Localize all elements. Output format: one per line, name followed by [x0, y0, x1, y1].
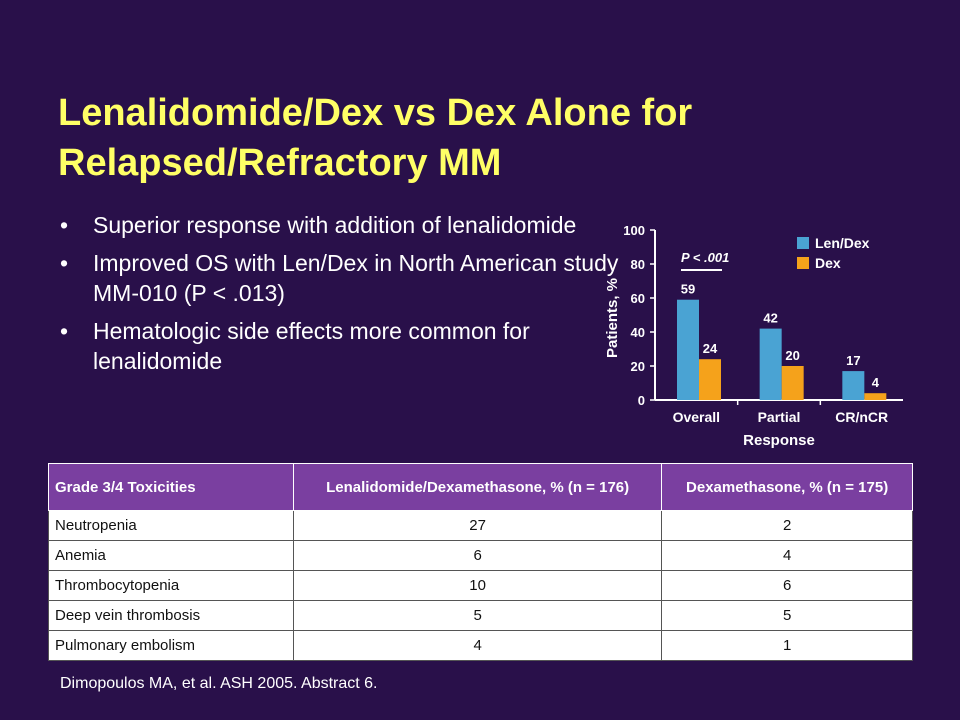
bullet-item: • Superior response with addition of len…: [60, 210, 593, 240]
table-header-row: Grade 3/4 Toxicities Lenalidomide/Dexame…: [48, 463, 913, 511]
x-tick-label: Partial: [758, 409, 801, 425]
table-row: Pulmonary embolism 4 1: [48, 630, 913, 661]
bullet-item: • Improved OS with Len/Dex in North Amer…: [60, 248, 620, 308]
cell-dex: 4: [661, 540, 913, 571]
header-len-dex: Lenalidomide/Dexamethasone, % (n = 176): [292, 463, 663, 511]
bar: [781, 366, 804, 400]
header-toxicity: Grade 3/4 Toxicities: [48, 463, 294, 511]
bullet-marker: •: [60, 212, 69, 238]
cell-toxicity: Pulmonary embolism: [48, 630, 294, 661]
table-row: Thrombocytopenia 10 6: [48, 570, 913, 601]
legend-label: Dex: [815, 255, 841, 271]
p-value-annotation: P < .001: [681, 250, 729, 265]
cell-toxicity: Thrombocytopenia: [48, 570, 294, 601]
bar: [864, 393, 887, 400]
bar-value-label: 4: [872, 375, 880, 390]
bar-value-label: 17: [846, 353, 860, 368]
reference-citation: Dimopoulos MA, et al. ASH 2005. Abstract…: [60, 675, 378, 692]
toxicity-table: Grade 3/4 Toxicities Lenalidomide/Dexame…: [48, 463, 913, 661]
bar: [699, 359, 721, 400]
cell-len-dex: 10: [292, 570, 663, 601]
cell-dex: 2: [661, 510, 913, 541]
bullet-text: Hematologic side effects more common for…: [93, 318, 530, 374]
cell-len-dex: 4: [292, 630, 663, 661]
cell-toxicity: Anemia: [48, 540, 294, 571]
cell-len-dex: 27: [292, 510, 663, 541]
x-tick-label: Overall: [673, 409, 720, 425]
bar: [759, 328, 782, 400]
bar-value-label: 42: [763, 311, 777, 326]
bullet-text: Superior response with addition of lenal…: [93, 212, 577, 238]
header-dex: Dexamethasone, % (n = 175): [661, 463, 913, 511]
legend-swatch: [797, 237, 809, 249]
cell-toxicity: Deep vein thrombosis: [48, 600, 294, 631]
cell-toxicity: Neutropenia: [48, 510, 294, 541]
bullet-marker: •: [60, 318, 69, 344]
bar: [677, 299, 699, 400]
y-tick-label: 80: [631, 257, 645, 272]
bullet-list: • Superior response with addition of len…: [60, 210, 620, 384]
cell-dex: 6: [661, 570, 913, 601]
table-row: Deep vein thrombosis 5 5: [48, 600, 913, 631]
table-row: Neutropenia 27 2: [48, 510, 913, 541]
x-tick-label: CR/nCR: [835, 409, 888, 425]
cell-dex: 5: [661, 600, 913, 631]
cell-len-dex: 6: [292, 540, 663, 571]
y-tick-label: 40: [631, 325, 645, 340]
y-tick-label: 20: [631, 359, 645, 374]
legend-swatch: [797, 257, 809, 269]
y-tick-label: 0: [638, 393, 645, 408]
bar-value-label: 24: [703, 341, 718, 356]
y-tick-label: 60: [631, 291, 645, 306]
cell-len-dex: 5: [292, 600, 663, 631]
bullet-text: Improved OS with Len/Dex in North Americ…: [93, 250, 619, 306]
bullet-item: • Hematologic side effects more common f…: [60, 316, 620, 376]
x-axis-title: Response: [743, 432, 815, 449]
cell-dex: 1: [661, 630, 913, 661]
bar-value-label: 20: [785, 348, 799, 363]
y-tick-label: 100: [623, 223, 645, 238]
table-row: Anemia 6 4: [48, 540, 913, 571]
y-axis-title: Patients, %: [604, 278, 621, 358]
legend-label: Len/Dex: [815, 235, 870, 251]
response-bar-chart: 0 20 40 60 80 100 59 24 Overall 42 20 Partial 17 4 CR/…: [604, 223, 903, 449]
bar-value-label: 59: [681, 282, 695, 297]
slide-title: Lenalidomide/Dex vs Dex Alone for Relaps…: [58, 92, 693, 184]
bullet-marker: •: [60, 250, 69, 276]
bar: [842, 371, 865, 400]
